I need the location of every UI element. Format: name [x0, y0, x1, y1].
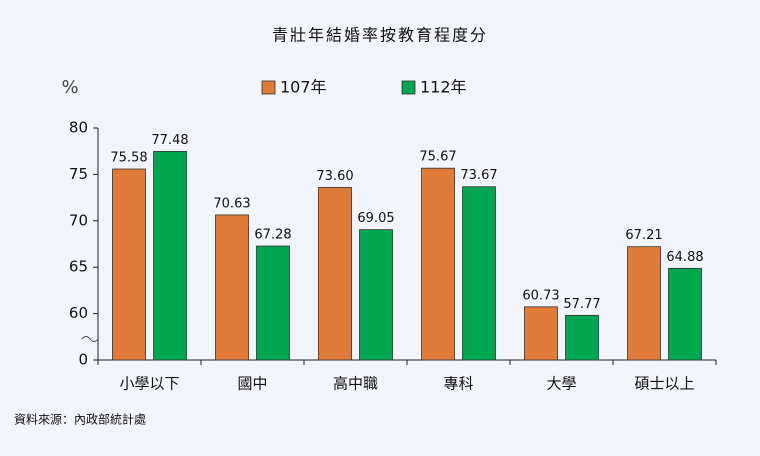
bar	[524, 306, 558, 361]
legend-swatch	[261, 80, 276, 95]
x-tick-label: 小學以下	[119, 375, 179, 393]
legend-label: 112年	[420, 78, 467, 97]
x-tick-label: 專科	[443, 375, 473, 393]
y-tick-label: 75	[69, 165, 88, 183]
value-label: 67.21	[625, 228, 662, 243]
value-label: 75.58	[110, 151, 147, 166]
bar	[421, 167, 455, 361]
source-note: 資料來源：內政部統計處	[14, 412, 146, 427]
value-label: 75.67	[419, 150, 456, 165]
x-tick-label: 碩士以上	[634, 375, 694, 393]
bar	[112, 168, 146, 361]
x-tick-label: 大學	[546, 375, 576, 393]
bar	[215, 214, 249, 361]
value-label: 67.28	[254, 228, 291, 243]
value-label: 77.48	[151, 133, 188, 148]
bar	[565, 314, 599, 361]
bar	[256, 245, 290, 361]
y-tick-label: 70	[69, 211, 88, 229]
bar	[153, 150, 187, 361]
value-label: 60.73	[522, 288, 559, 303]
x-tick-label: 高中職	[333, 375, 378, 393]
y-tick-label: 65	[69, 258, 88, 276]
value-label: 57.77	[563, 297, 600, 312]
y-tick-label: 60	[69, 304, 88, 322]
bar	[359, 229, 393, 361]
bar	[462, 186, 496, 361]
y-tick-label: 0	[78, 351, 88, 369]
y-tick-label: 80	[69, 119, 88, 137]
x-tick-label: 國中	[237, 375, 267, 393]
value-label: 73.60	[316, 169, 353, 184]
value-label: 70.63	[213, 196, 250, 211]
legend-label: 107年	[280, 78, 327, 97]
value-label: 64.88	[666, 250, 703, 265]
value-label: 69.05	[357, 211, 394, 226]
legend-swatch	[401, 80, 416, 95]
bar	[668, 267, 702, 361]
chart-title: 青壯年結婚率按教育程度分	[272, 26, 488, 45]
bar	[318, 186, 352, 361]
y-axis-label: %	[61, 77, 78, 98]
bar	[627, 246, 661, 361]
value-label: 73.67	[460, 168, 497, 183]
axis-break	[81, 336, 99, 342]
